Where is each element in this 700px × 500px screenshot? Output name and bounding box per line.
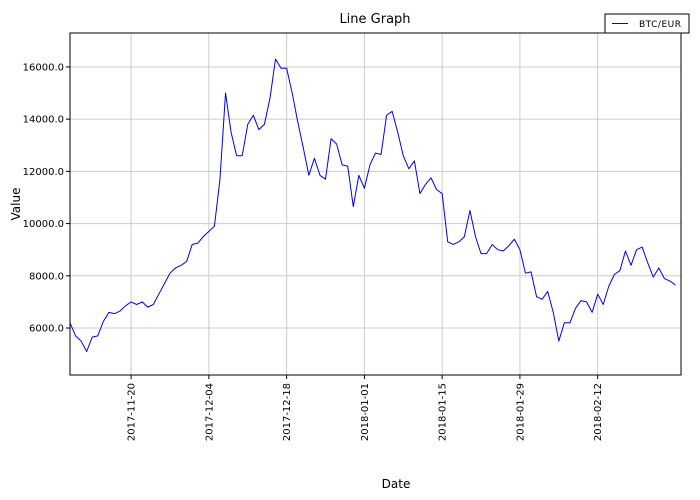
grid [70,33,681,375]
series-layer [69,58,676,352]
legend-label: BTC/EUR [639,20,682,30]
x-tick-labels: 2017-11-20 2017-12-04 2017-12-18 2018-01-01… [127,383,605,441]
x-tick-label: 2018-01-15 [438,383,449,441]
y-tick-label: 8000.0 [29,271,64,282]
y-tick-label: 14000.0 [23,115,64,126]
x-tick-label: 2018-01-01 [360,383,371,441]
plot-frame [69,32,682,376]
chart-title: Line Graph [339,12,410,27]
x-tick-label: 2017-12-04 [204,383,215,441]
series-line [69,58,676,352]
x-tick-label: 2017-12-18 [282,383,293,441]
y-tick-label: 12000.0 [23,167,64,178]
x-tick-label: 2018-02-12 [593,383,604,441]
x-tick-label: 2018-01-29 [515,383,526,441]
x-axis-title: Date [382,477,411,491]
x-tick-label: 2017-11-20 [127,383,138,441]
axis-ticks [66,66,599,379]
y-tick-label: 6000.0 [29,324,64,335]
legend: BTC/EUR [604,13,690,34]
y-tick-label: 16000.0 [23,62,64,73]
y-tick-label: 10000.0 [23,219,64,230]
y-axis-title: Value [9,188,23,221]
y-tick-labels: 6000.0 8000.0 10000.0 12000.0 14000.0 16000.0 [23,62,64,334]
legend-box [604,13,690,34]
